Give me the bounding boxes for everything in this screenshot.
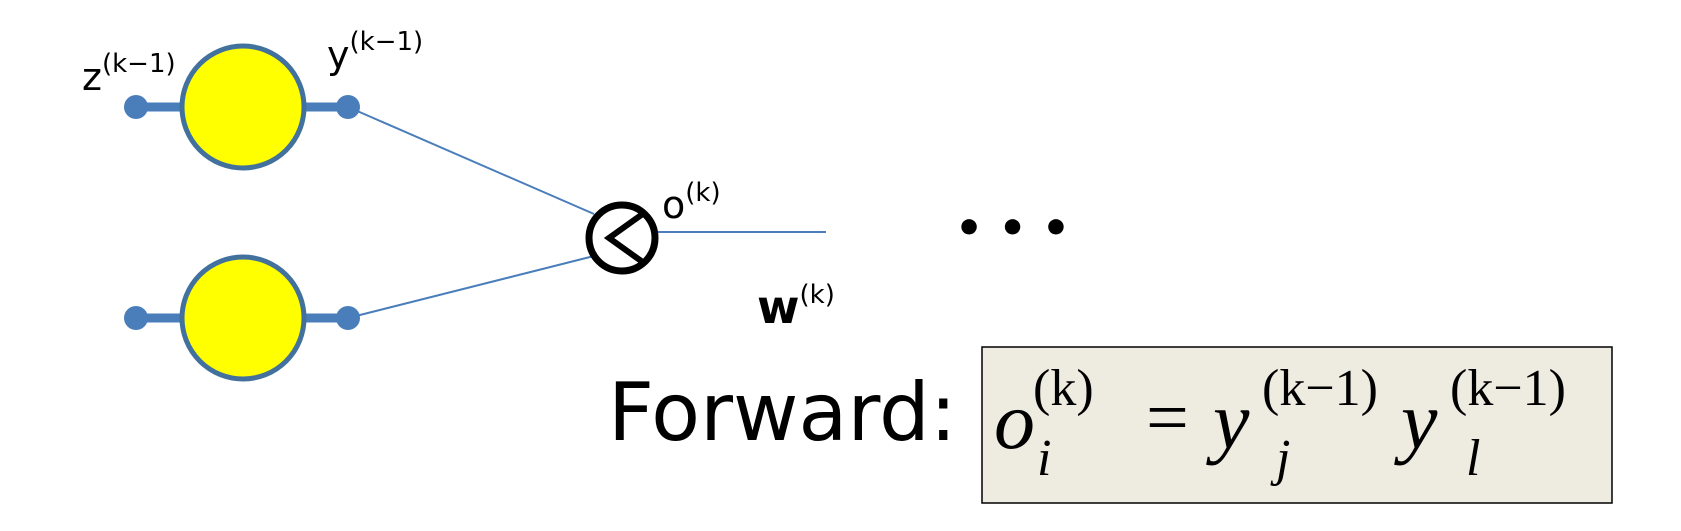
formula-lhs-sup: (k) <box>1033 360 1094 417</box>
input-port-bottom <box>124 306 148 330</box>
output-port-top <box>336 95 360 119</box>
label-w: w(k) <box>757 280 835 334</box>
formula-lhs-sub: i <box>1037 430 1051 487</box>
input-port-top <box>124 95 148 119</box>
edge-bottom-to-product <box>347 255 595 319</box>
label-z: z(k−1) <box>82 49 176 99</box>
ellipsis: • • • <box>955 203 1070 254</box>
formula: o (k) i = y (k−1) j y (k−1) l <box>994 360 1566 487</box>
formula-t1-base: y <box>1206 375 1250 466</box>
neuron-circle-icon <box>179 254 307 382</box>
formula-box <box>981 346 1613 504</box>
formula-t1-sub: j <box>1270 430 1290 487</box>
formula-t2-sup: (k−1) <box>1450 360 1566 417</box>
multiply-node-icon <box>585 201 659 275</box>
forward-label: Forward: <box>608 366 957 459</box>
label-o: o(k) <box>662 178 721 227</box>
neuron-top <box>124 43 360 171</box>
formula-lhs-base: o <box>994 375 1035 466</box>
neuron-bottom <box>124 254 360 382</box>
neuron-circle-icon <box>179 43 307 171</box>
edge-top-to-product <box>347 106 595 215</box>
formula-t1-sup: (k−1) <box>1262 360 1378 417</box>
label-y: y(k−1) <box>327 27 423 77</box>
formula-t2-base: y <box>1394 375 1438 466</box>
formula-equals: = <box>1146 376 1189 460</box>
formula-t2-sub: l <box>1466 430 1480 487</box>
output-port-bottom <box>336 306 360 330</box>
